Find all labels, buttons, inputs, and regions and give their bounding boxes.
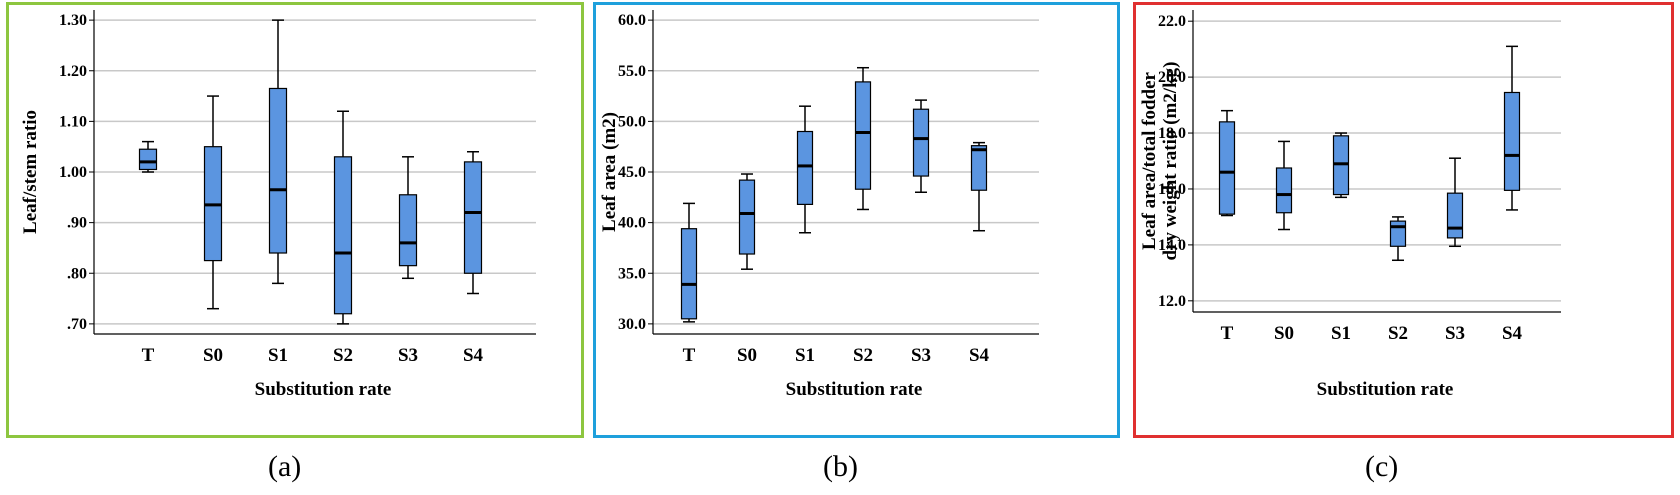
x-category-label: S3 [398, 345, 418, 366]
box-s4 [463, 151, 483, 295]
box-s3 [398, 156, 418, 280]
box-s1 [268, 19, 288, 285]
y-tick-label: 45.0 [618, 164, 646, 181]
x-category-label: S0 [1274, 323, 1294, 344]
y-tick-label: 1.30 [59, 12, 87, 29]
box-iqr [680, 228, 698, 320]
box-iqr [398, 194, 418, 267]
caption-c: (c) [1365, 450, 1399, 483]
y-tick-label: .70 [67, 316, 87, 333]
x-category-label: S1 [795, 345, 815, 366]
caption-b: (b) [823, 450, 858, 483]
y-tick-label: 20.0 [1158, 69, 1186, 86]
x-category-label: S1 [268, 345, 288, 366]
y-axis-label: Leaf/stem ratio [20, 110, 41, 234]
box-s4 [970, 141, 988, 232]
y-tick-label: 14.0 [1158, 237, 1186, 254]
chart-a: .70 .80 .90 1.00 1.10 1.20 1.30 T S0 S1 S2 S3 S4 Subs… [6, 2, 584, 438]
box-iqr [1446, 192, 1464, 239]
y-tick-label: 60.0 [618, 12, 646, 29]
x-category-label: S2 [333, 345, 353, 366]
y-axis-label-line: dry weight ratio (m2/kg) [1160, 62, 1181, 261]
x-category-label: T [683, 345, 696, 366]
x-category-label: S4 [969, 345, 990, 366]
x-category-label: S1 [1331, 323, 1351, 344]
x-category-label: T [142, 345, 155, 366]
y-tick-label: 35.0 [618, 265, 646, 282]
box-iqr [1503, 91, 1521, 191]
box-iqr [333, 156, 353, 315]
y-tick-label: 22.0 [1158, 13, 1186, 30]
box-s1 [1332, 132, 1350, 199]
x-category-label: S0 [737, 345, 757, 366]
y-tick-label: 55.0 [618, 63, 646, 80]
box-t [138, 140, 158, 173]
box-s4 [1503, 45, 1521, 211]
box-s3 [1446, 157, 1464, 248]
box-s2 [333, 110, 353, 325]
box-t [680, 202, 698, 323]
box-iqr [1275, 167, 1293, 214]
y-axis-label-line: Leaf area/total fodder [1139, 71, 1160, 250]
panel-c: 12.0 14.0 16.0 18.0 20.0 22.0 T S0 S1 S2 S3 S4 Subst… [1133, 2, 1674, 438]
y-tick-label: 16.0 [1158, 181, 1186, 198]
panel-frame [1133, 2, 1674, 438]
x-category-label: S2 [1388, 323, 1408, 344]
x-category-label: S0 [203, 345, 223, 366]
box-s2 [1389, 216, 1407, 262]
panel-a: .70 .80 .90 1.00 1.10 1.20 1.30 T S0 S1 S2 S3 S4 Subs… [6, 2, 584, 438]
box-s3 [912, 99, 930, 193]
y-tick-label: 50.0 [618, 113, 646, 130]
box-iqr [854, 81, 872, 190]
chart-b: 30.0 35.0 40.0 45.0 50.0 55.0 60.0 T S0 S1 S2 S3 S4 S… [593, 2, 1120, 438]
y-tick-label: .80 [67, 265, 87, 282]
box-iqr [1389, 220, 1407, 247]
x-category-label: S3 [1445, 323, 1465, 344]
x-axis-label: Substitution rate [1317, 379, 1454, 400]
x-axis-label: Substitution rate [786, 379, 923, 400]
panel-frame [593, 2, 1120, 438]
x-category-label: S4 [463, 345, 484, 366]
box-s0 [738, 173, 756, 270]
y-tick-label: 30.0 [618, 316, 646, 333]
box-iqr [970, 145, 988, 191]
y-tick-label: 1.00 [59, 164, 87, 181]
box-iqr [463, 161, 483, 274]
y-tick-label: 18.0 [1158, 125, 1186, 142]
y-tick-label: .90 [67, 215, 87, 232]
box-iqr [138, 148, 158, 171]
y-tick-label: 1.10 [59, 113, 87, 130]
y-tick-label: 1.20 [59, 63, 87, 80]
x-category-label: S2 [853, 345, 873, 366]
box-t [1218, 109, 1236, 217]
x-category-label: S4 [1502, 323, 1523, 344]
caption-a: (a) [268, 450, 302, 483]
box-s2 [854, 66, 872, 211]
box-iqr [738, 179, 756, 255]
box-s0 [1275, 140, 1293, 231]
x-category-label: S3 [911, 345, 931, 366]
box-iqr [1218, 121, 1236, 215]
y-axis-label: Leaf area (m2) [599, 112, 620, 232]
chart-c: 12.0 14.0 16.0 18.0 20.0 22.0 T S0 S1 S2 S3 S4 Subst… [1133, 2, 1674, 438]
y-tick-label: 40.0 [618, 215, 646, 232]
x-category-label: T [1221, 323, 1234, 344]
x-axis-label: Substitution rate [255, 379, 392, 400]
y-tick-label: 12.0 [1158, 293, 1186, 310]
box-iqr [268, 87, 288, 254]
box-iqr [912, 108, 930, 177]
box-s0 [203, 95, 223, 310]
box-iqr [796, 130, 814, 206]
box-s1 [796, 105, 814, 234]
panel-b: 30.0 35.0 40.0 45.0 50.0 55.0 60.0 T S0 S1 S2 S3 S4 S… [593, 2, 1120, 438]
panel-frame [6, 2, 584, 438]
